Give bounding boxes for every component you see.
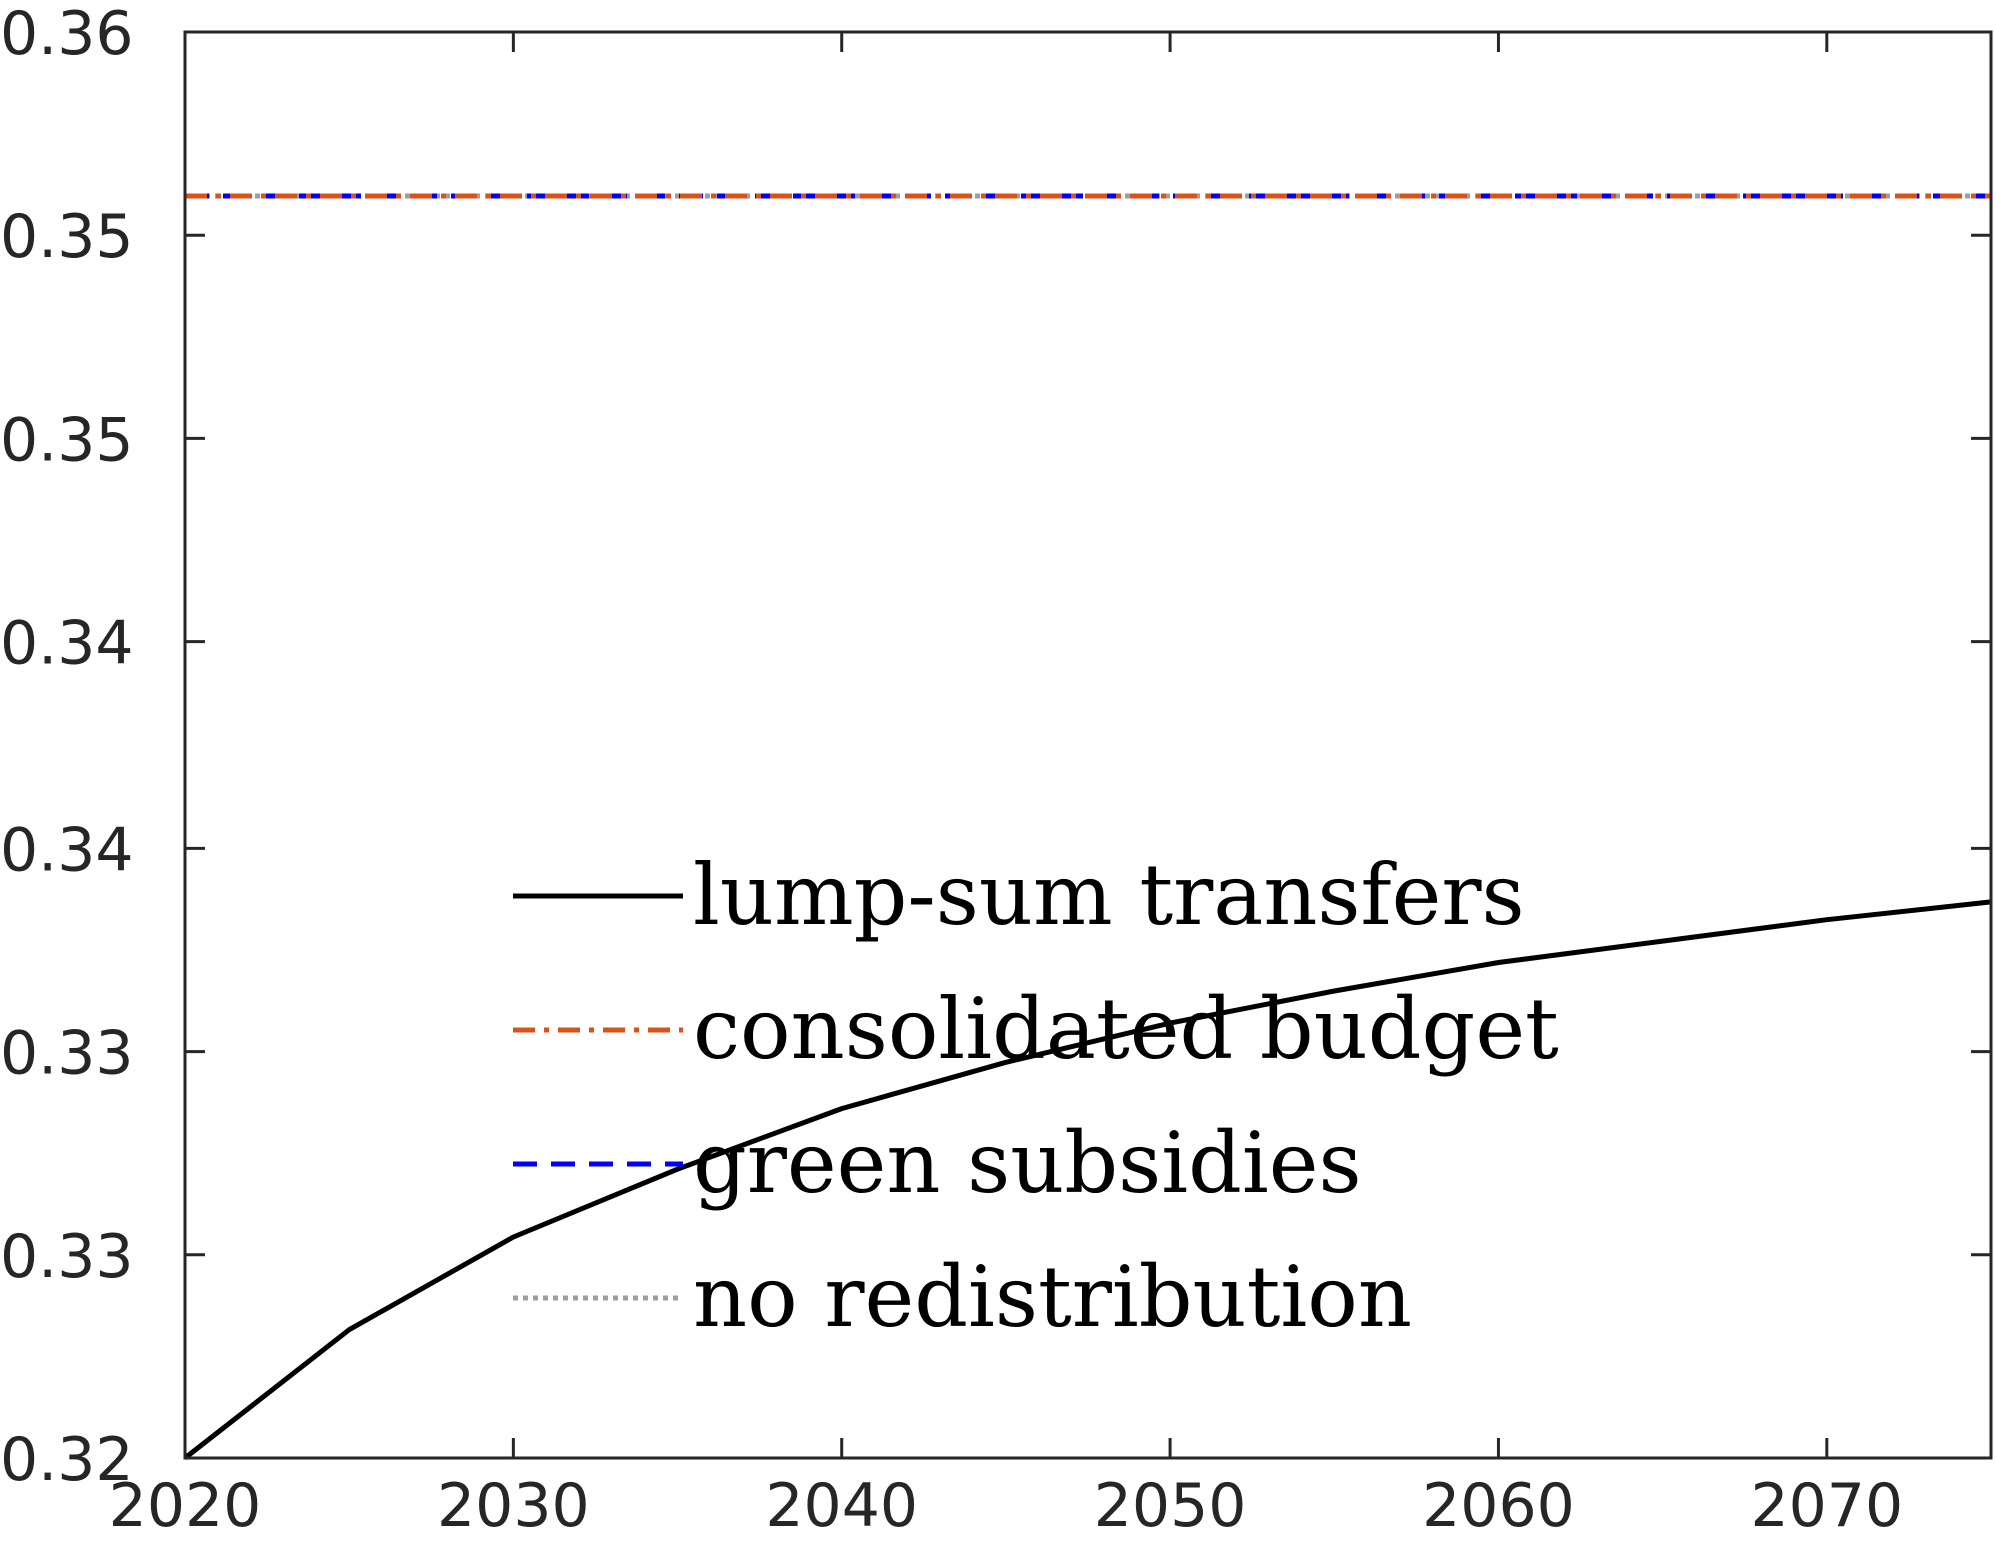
x-tick-label: 2050 [1094, 1471, 1247, 1541]
legend-label-3: green subsidies [693, 1114, 1362, 1212]
x-tick-label: 2070 [1750, 1471, 1903, 1541]
y-tick-label: 0.35 [0, 405, 134, 475]
series-layer [183, 193, 1992, 1460]
legend-label-1: lump-sum transfers [693, 846, 1525, 944]
legend: lump-sum transfers consolidated budget gre… [513, 846, 1559, 1346]
series-line-1 [183, 899, 1992, 1460]
x-tick-label: 2030 [437, 1471, 590, 1541]
x-tick-label: 2040 [765, 1471, 918, 1541]
y-tick-label: 0.33 [0, 1019, 134, 1089]
x-tick-label: 2020 [109, 1471, 262, 1541]
y-tick-label: 0.34 [0, 815, 134, 885]
y-tick-label: 0.33 [0, 1222, 134, 1292]
x-tick-label: 2060 [1422, 1471, 1575, 1541]
y-tick-label: 0.36 [0, 0, 134, 69]
y-tick-label: 0.32 [0, 1425, 134, 1495]
legend-label-4: no redistribution [693, 1248, 1412, 1346]
axes-box [183, 30, 1993, 1460]
legend-label-2: consolidated budget [693, 980, 1559, 1078]
plot-area [185, 32, 1991, 1458]
y-tick-label: 0.34 [0, 609, 134, 679]
y-tick-label: 0.35 [0, 202, 134, 272]
